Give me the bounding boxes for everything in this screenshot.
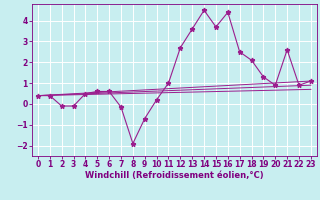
X-axis label: Windchill (Refroidissement éolien,°C): Windchill (Refroidissement éolien,°C) xyxy=(85,171,264,180)
